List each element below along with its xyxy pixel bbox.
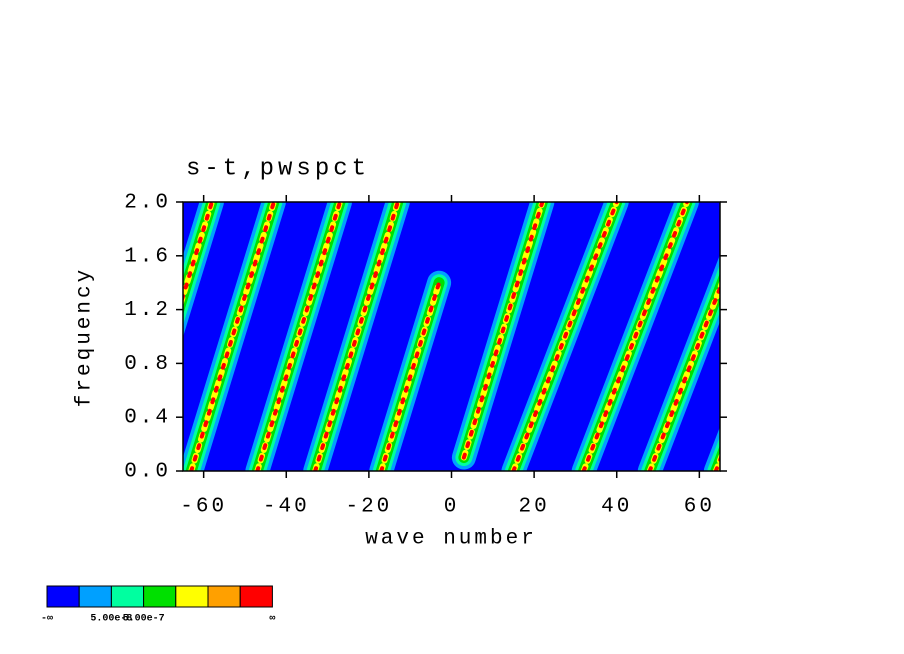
x-tick-label: -60: [180, 496, 227, 519]
spectral-ridge: [707, 436, 720, 471]
spectral-ridge: [581, 202, 689, 471]
colorbar-label: ∞: [269, 614, 275, 625]
colorbar-label: 5.00e-7: [123, 614, 165, 625]
y-tick-label: 0.0: [124, 461, 171, 484]
spectral-ridge: [511, 202, 619, 471]
spectral-ridge: [713, 454, 720, 471]
y-tick-label: 0.4: [124, 407, 171, 430]
colorbar-box: [143, 585, 177, 608]
y-axis-label: frequency: [74, 267, 97, 407]
spectral-ridge: [461, 202, 545, 460]
spectral-ridge: [712, 451, 720, 471]
y-tick-label: 0.8: [124, 353, 171, 376]
x-axis-label: wave number: [365, 528, 537, 551]
y-tick-label: 2.0: [124, 192, 171, 215]
x-tick-label: 60: [684, 496, 715, 519]
colorbar-box: [239, 585, 273, 608]
x-tick-label: -20: [345, 496, 392, 519]
x-tick-label: 20: [519, 496, 550, 519]
colorbar-label: 5.00e-8: [90, 614, 132, 625]
spectral-ridge: [647, 282, 720, 471]
colorbar-box: [46, 585, 80, 608]
colorbar-box: [78, 585, 112, 608]
colorbar-box: [207, 585, 241, 608]
y-tick-label: 1.2: [124, 299, 171, 322]
x-tick-label: 0: [444, 496, 460, 519]
spectral-ridge: [313, 202, 400, 471]
spectral-ridge: [183, 202, 215, 307]
spectral-ridge: [255, 202, 342, 471]
y-tick-label: 1.6: [124, 245, 171, 268]
spectral-ridge: [703, 426, 720, 471]
colorbar-box: [110, 585, 145, 608]
plot-area: [183, 202, 720, 471]
spectral-ridge: [710, 444, 720, 471]
colorbar-box: [175, 585, 209, 608]
chart-title: s-t,pwspct: [186, 155, 370, 182]
colorbar-label: -∞: [41, 614, 53, 625]
x-tick-label: 40: [601, 496, 632, 519]
spectral-ridge: [189, 202, 276, 471]
x-tick-label: -40: [263, 496, 310, 519]
spectral-ridge: [379, 280, 442, 471]
